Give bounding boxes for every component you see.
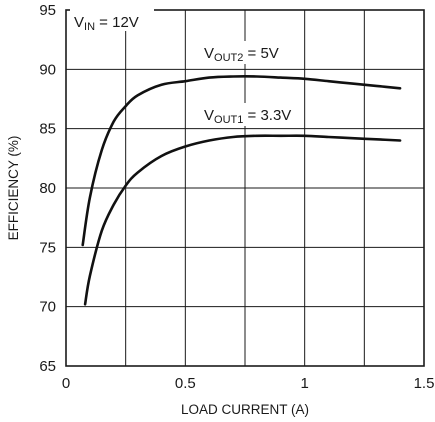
x-tick-label: 0 <box>62 375 70 392</box>
series-label-vout2: VOUT2 = 5V <box>204 45 279 64</box>
y-tick-label: 75 <box>39 239 56 256</box>
series-label-vout2-subscript: OUT2 <box>214 52 243 64</box>
series-line-vout2 <box>81 75 402 247</box>
y-tick-label: 90 <box>39 61 56 78</box>
series-label-vout1-suffix: = 3.3V <box>243 107 291 124</box>
plot-grid <box>66 10 424 366</box>
vin-annotation: VIN = 12V <box>74 14 139 33</box>
x-axis-title: LOAD CURRENT (A) <box>181 402 309 417</box>
series-label-background-vout2 <box>200 41 290 64</box>
series-label-vout2-prefix: V <box>204 45 214 62</box>
series-lines <box>81 75 402 306</box>
y-tick-label: 95 <box>39 2 56 19</box>
x-tick-labels: 0 0.5 1 1.5 <box>62 375 435 392</box>
series-label-background-vout1 <box>200 103 300 126</box>
y-axis-title: EFFICIENCY (%) <box>6 136 21 241</box>
series-label-vout1-prefix: V <box>204 107 214 124</box>
vin-label-background <box>70 9 154 31</box>
y-tick-label: 80 <box>39 180 56 197</box>
y-tick-label: 65 <box>39 358 56 375</box>
vin-subscript: IN <box>84 21 95 33</box>
x-tick-label: 1.5 <box>414 375 435 392</box>
vin-prefix: V <box>74 14 84 31</box>
y-tick-label: 70 <box>39 299 56 316</box>
series-label-vout1-subscript: OUT1 <box>214 114 243 126</box>
vin-suffix: = 12V <box>95 14 139 31</box>
plot-frame <box>65 9 425 367</box>
series-line-vout1 <box>83 134 402 306</box>
x-tick-label: 1 <box>300 375 308 392</box>
series-label-vout1: VOUT1 = 3.3V <box>204 107 291 126</box>
y-tick-labels: 65 70 75 80 85 90 95 <box>39 2 56 375</box>
series-label-vout2-suffix: = 5V <box>243 45 278 62</box>
y-tick-label: 85 <box>39 121 56 138</box>
x-tick-label: 0.5 <box>175 375 196 392</box>
